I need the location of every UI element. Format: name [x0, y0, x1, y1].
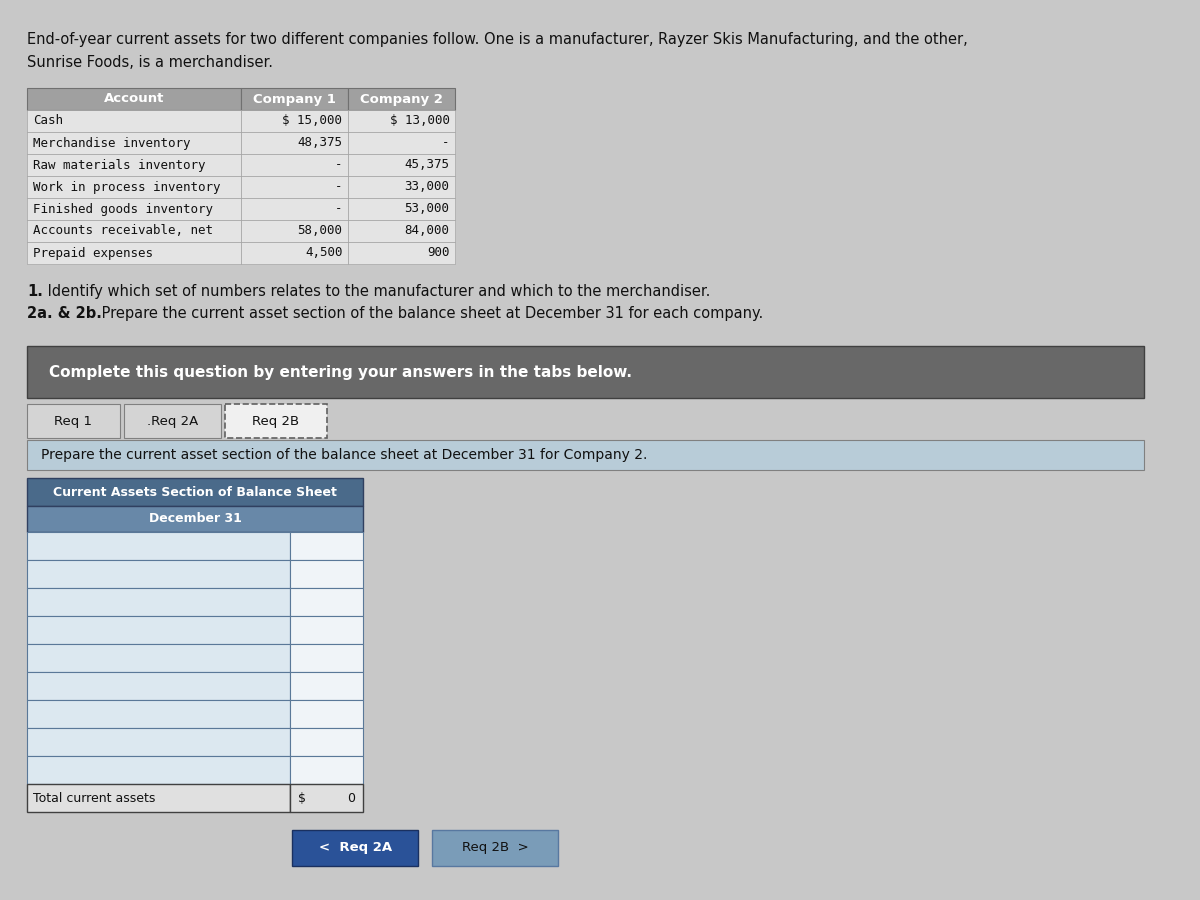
Bar	[241, 154, 348, 176]
Bar	[290, 616, 362, 644]
Text: 45,375: 45,375	[404, 158, 450, 172]
Text: 900: 900	[427, 247, 450, 259]
Bar	[348, 88, 455, 110]
Text: 84,000: 84,000	[404, 224, 450, 238]
Bar	[348, 198, 455, 220]
Text: Req 2B  >: Req 2B >	[462, 842, 529, 854]
Bar	[124, 404, 221, 438]
Bar	[241, 242, 348, 264]
Text: Req 2B: Req 2B	[252, 415, 299, 428]
Text: 33,000: 33,000	[404, 181, 450, 194]
Bar	[241, 132, 348, 154]
Text: Sunrise Foods, is a merchandiser.: Sunrise Foods, is a merchandiser.	[28, 55, 274, 70]
Bar	[28, 346, 1144, 398]
Bar	[241, 220, 348, 242]
Text: 2a. & 2b.: 2a. & 2b.	[28, 306, 102, 321]
Text: Company 2: Company 2	[360, 93, 443, 105]
Bar	[28, 88, 241, 110]
Text: Company 1: Company 1	[253, 93, 336, 105]
Bar	[28, 198, 241, 220]
Bar	[241, 110, 348, 132]
Bar	[348, 110, 455, 132]
Bar	[292, 830, 419, 866]
Bar	[241, 88, 348, 110]
Bar	[290, 728, 362, 756]
Bar	[290, 560, 362, 588]
Text: Merchandise inventory: Merchandise inventory	[34, 137, 191, 149]
Bar	[348, 220, 455, 242]
Text: Cash: Cash	[34, 114, 64, 128]
Text: Total current assets: Total current assets	[34, 791, 156, 805]
Text: Raw materials inventory: Raw materials inventory	[34, 158, 205, 172]
Text: Complete this question by entering your answers in the tabs below.: Complete this question by entering your …	[49, 364, 631, 380]
Bar	[348, 154, 455, 176]
Bar	[290, 588, 362, 616]
Text: -: -	[335, 181, 342, 194]
Bar	[28, 672, 290, 700]
Bar	[290, 756, 362, 784]
Text: 58,000: 58,000	[298, 224, 342, 238]
Bar	[28, 728, 290, 756]
Bar	[241, 198, 348, 220]
Text: 4,500: 4,500	[305, 247, 342, 259]
Text: 53,000: 53,000	[404, 202, 450, 215]
Bar	[28, 588, 290, 616]
Text: Accounts receivable, net: Accounts receivable, net	[34, 224, 214, 238]
Text: Identify which set of numbers relates to the manufacturer and which to the merch: Identify which set of numbers relates to…	[43, 284, 710, 299]
Bar	[28, 700, 290, 728]
Text: December 31: December 31	[149, 512, 241, 526]
Bar	[28, 110, 241, 132]
Text: <  Req 2A: < Req 2A	[318, 842, 391, 854]
Bar	[241, 176, 348, 198]
Bar	[28, 404, 120, 438]
Text: -: -	[442, 137, 450, 149]
Text: Prepare the current asset section of the balance sheet at December 31 for each c: Prepare the current asset section of the…	[97, 306, 763, 321]
Bar	[290, 784, 362, 812]
Text: 0: 0	[347, 791, 355, 805]
Text: .Req 2A: .Req 2A	[146, 415, 198, 428]
Bar	[290, 532, 362, 560]
Bar	[28, 532, 290, 560]
Bar	[28, 506, 362, 532]
Bar	[290, 700, 362, 728]
Bar	[28, 756, 290, 784]
Bar	[224, 404, 326, 438]
Bar	[28, 154, 241, 176]
Text: $ 13,000: $ 13,000	[390, 114, 450, 128]
Bar	[28, 616, 290, 644]
Bar	[290, 644, 362, 672]
Text: $ 15,000: $ 15,000	[282, 114, 342, 128]
Bar	[28, 478, 362, 506]
Bar	[28, 132, 241, 154]
Bar	[290, 672, 362, 700]
Text: $: $	[298, 791, 306, 805]
Bar	[28, 784, 290, 812]
Text: -: -	[335, 158, 342, 172]
Text: Prepare the current asset section of the balance sheet at December 31 for Compan: Prepare the current asset section of the…	[41, 448, 647, 462]
Text: Work in process inventory: Work in process inventory	[34, 181, 221, 194]
Bar	[28, 220, 241, 242]
Text: Account: Account	[104, 93, 164, 105]
Text: Req 1: Req 1	[54, 415, 92, 428]
Text: -: -	[335, 202, 342, 215]
Bar	[28, 440, 1144, 470]
Text: 48,375: 48,375	[298, 137, 342, 149]
Text: Prepaid expenses: Prepaid expenses	[34, 247, 154, 259]
Bar	[28, 242, 241, 264]
Bar	[348, 132, 455, 154]
Bar	[28, 644, 290, 672]
Text: Finished goods inventory: Finished goods inventory	[34, 202, 214, 215]
Bar	[432, 830, 558, 866]
Text: Current Assets Section of Balance Sheet: Current Assets Section of Balance Sheet	[53, 485, 337, 499]
Bar	[348, 242, 455, 264]
Bar	[28, 560, 290, 588]
Text: End-of-year current assets for two different companies follow. One is a manufact: End-of-year current assets for two diffe…	[28, 32, 968, 47]
Text: 1.: 1.	[28, 284, 43, 299]
Bar	[348, 176, 455, 198]
Bar	[28, 176, 241, 198]
